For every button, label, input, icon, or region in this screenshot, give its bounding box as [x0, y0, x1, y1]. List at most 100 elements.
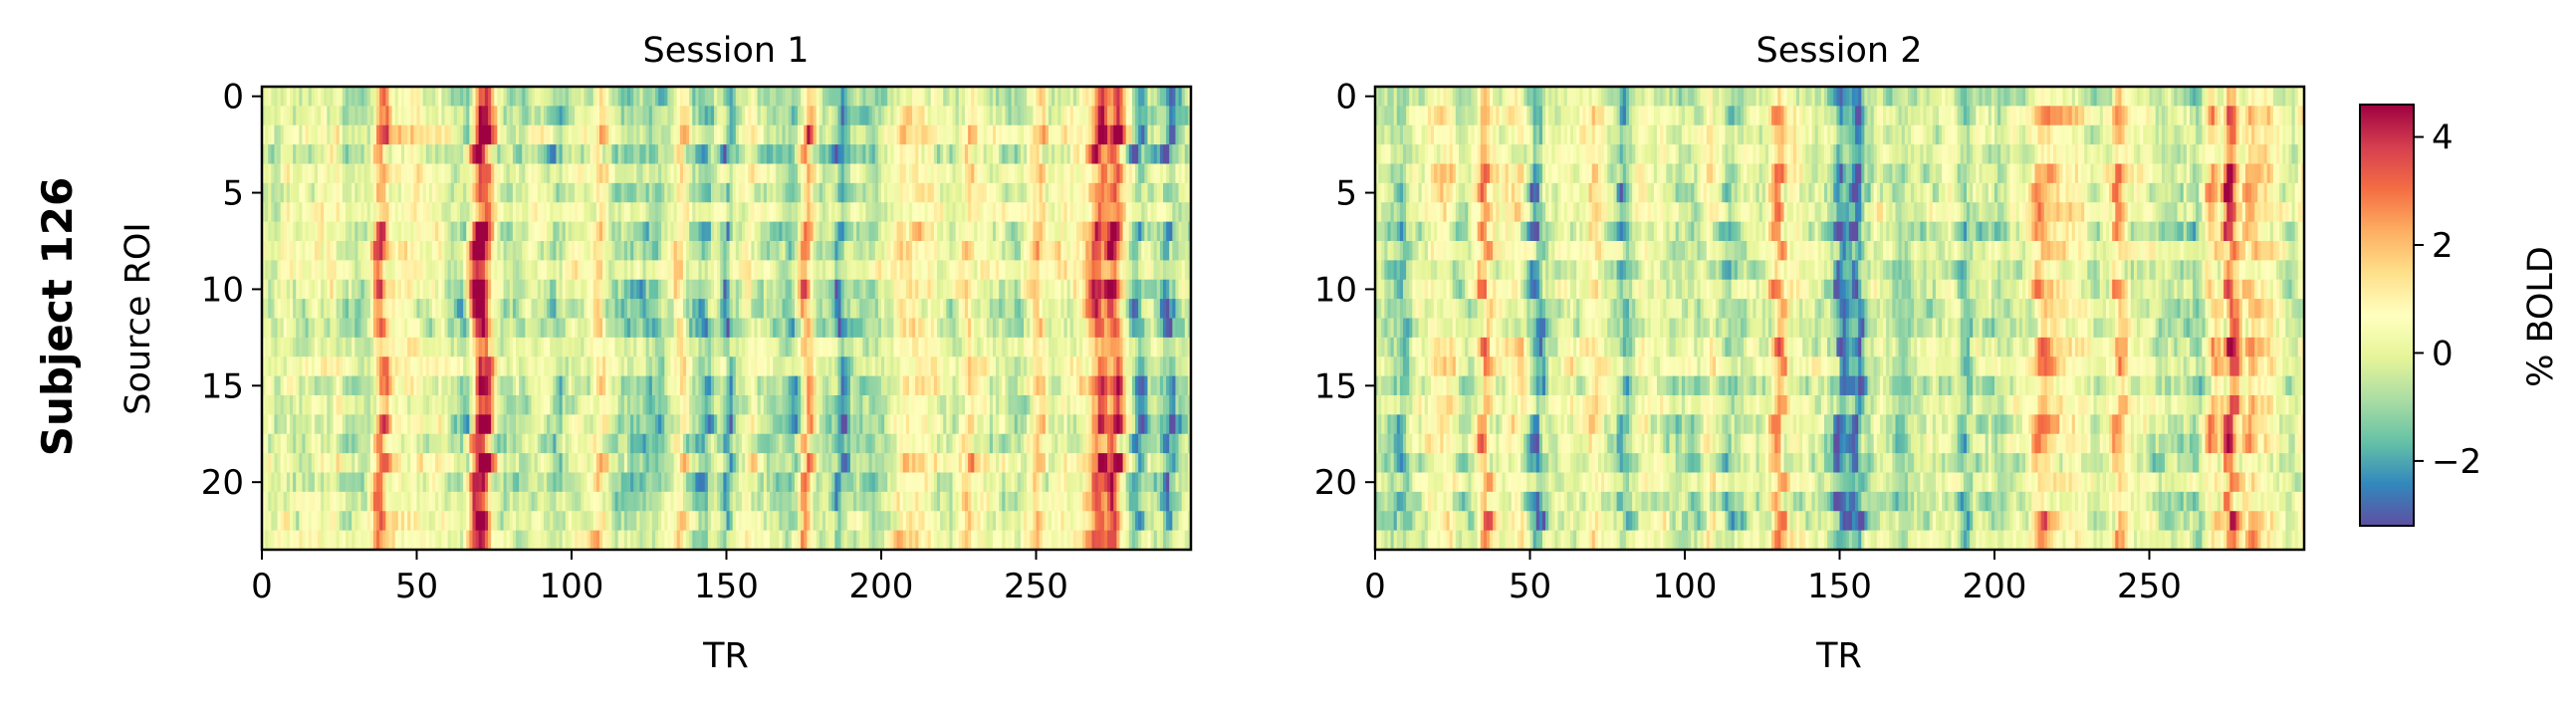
- heatmap-cell: [522, 144, 525, 164]
- heatmap-cell: [727, 183, 730, 203]
- heatmap-cell: [869, 125, 872, 145]
- heatmap-cell: [723, 202, 726, 222]
- heatmap-cell: [312, 241, 315, 261]
- heatmap-cell: [804, 183, 807, 203]
- heatmap-cell: [290, 260, 293, 280]
- heatmap-cell: [497, 164, 500, 184]
- heatmap-cell: [767, 241, 770, 261]
- heatmap-cell: [695, 164, 698, 184]
- heatmap-cell: [730, 202, 733, 222]
- heatmap-cell: [664, 222, 667, 242]
- heatmap-cell: [306, 164, 309, 184]
- heatmap-cell: [1021, 144, 1024, 164]
- heatmap-cell: [370, 260, 373, 280]
- heatmap-cell: [1147, 183, 1150, 203]
- heatmap-cell: [550, 183, 553, 203]
- heatmap-cell: [519, 202, 522, 222]
- heatmap-cell: [782, 202, 785, 222]
- heatmap-cell: [572, 183, 575, 203]
- heatmap-cell: [1185, 106, 1188, 125]
- heatmap-cell: [268, 222, 271, 242]
- heatmap-cell: [853, 87, 856, 107]
- heatmap-cell: [814, 222, 817, 242]
- heatmap-cell: [460, 87, 463, 107]
- heatmap-cell: [1098, 241, 1101, 261]
- heatmap-cell: [996, 202, 999, 222]
- heatmap-cell: [410, 202, 413, 222]
- heatmap-cell: [274, 241, 277, 261]
- heatmap-cell: [1157, 125, 1160, 145]
- heatmap-cell: [547, 280, 550, 300]
- heatmap-cell: [971, 260, 974, 280]
- heatmap-cell: [912, 222, 915, 242]
- heatmap-cell: [822, 222, 825, 242]
- heatmap-cell: [441, 144, 444, 164]
- heatmap-cell: [463, 106, 466, 125]
- heatmap-cell: [535, 241, 538, 261]
- heatmap-cell: [903, 241, 906, 261]
- heatmap-cell: [315, 106, 318, 125]
- heatmap-cell: [624, 222, 627, 242]
- heatmap-cell: [488, 144, 491, 164]
- heatmap-cell: [1046, 125, 1049, 145]
- heatmap-cell: [646, 164, 649, 184]
- heatmap-cell: [727, 241, 730, 261]
- heatmap-cell: [770, 241, 773, 261]
- heatmap-cell: [1033, 106, 1036, 125]
- heatmap-cell: [306, 280, 309, 300]
- heatmap-cell: [460, 125, 463, 145]
- heatmap-cell: [417, 202, 420, 222]
- heatmap-cell: [686, 241, 689, 261]
- heatmap-cell: [1009, 125, 1012, 145]
- heatmap-cell: [633, 183, 636, 203]
- heatmap-cell: [627, 87, 630, 107]
- heatmap-cell: [444, 125, 447, 145]
- heatmap-cell: [730, 87, 733, 107]
- heatmap-cell: [767, 164, 770, 184]
- heatmap-cell: [337, 222, 340, 242]
- heatmap-cell: [630, 106, 633, 125]
- heatmap-cell: [1110, 260, 1113, 280]
- heatmap-cell: [711, 144, 714, 164]
- heatmap-cell: [315, 144, 318, 164]
- heatmap-cell: [807, 241, 810, 261]
- heatmap-cell: [717, 87, 720, 107]
- heatmap-cell: [708, 241, 711, 261]
- heatmap-cell: [532, 260, 535, 280]
- heatmap-cell: [361, 260, 364, 280]
- heatmap-cell: [1070, 164, 1073, 184]
- heatmap-cell: [903, 87, 906, 107]
- heatmap-cell: [934, 202, 937, 222]
- heatmap-cell: [1154, 202, 1157, 222]
- heatmap-cell: [850, 222, 853, 242]
- heatmap-cell: [497, 125, 500, 145]
- heatmap-cell: [736, 260, 739, 280]
- heatmap-cell: [745, 260, 748, 280]
- heatmap-cell: [441, 106, 444, 125]
- heatmap-cell: [532, 125, 535, 145]
- heatmap-cell: [695, 125, 698, 145]
- heatmap-cell: [1030, 106, 1033, 125]
- heatmap-cell: [330, 222, 333, 242]
- heatmap-cell: [327, 144, 330, 164]
- heatmap-cell: [376, 260, 379, 280]
- heatmap-cell: [674, 125, 677, 145]
- heatmap-cell: [618, 183, 621, 203]
- heatmap-cell: [278, 241, 281, 261]
- heatmap-cell: [1135, 144, 1138, 164]
- heatmap-cell: [1107, 260, 1110, 280]
- heatmap-cell: [417, 183, 420, 203]
- heatmap-cell: [786, 125, 789, 145]
- heatmap-cell: [569, 164, 572, 184]
- heatmap-cell: [872, 164, 875, 184]
- heatmap-cell: [337, 125, 340, 145]
- heatmap-cell: [593, 106, 596, 125]
- heatmap-cell: [990, 164, 993, 184]
- heatmap-cell: [513, 202, 516, 222]
- heatmap-cell: [872, 241, 875, 261]
- heatmap-cell: [680, 183, 683, 203]
- heatmap-cell: [792, 260, 795, 280]
- heatmap-cell: [265, 183, 268, 203]
- heatmap-cell: [500, 183, 503, 203]
- heatmap-cell: [853, 202, 856, 222]
